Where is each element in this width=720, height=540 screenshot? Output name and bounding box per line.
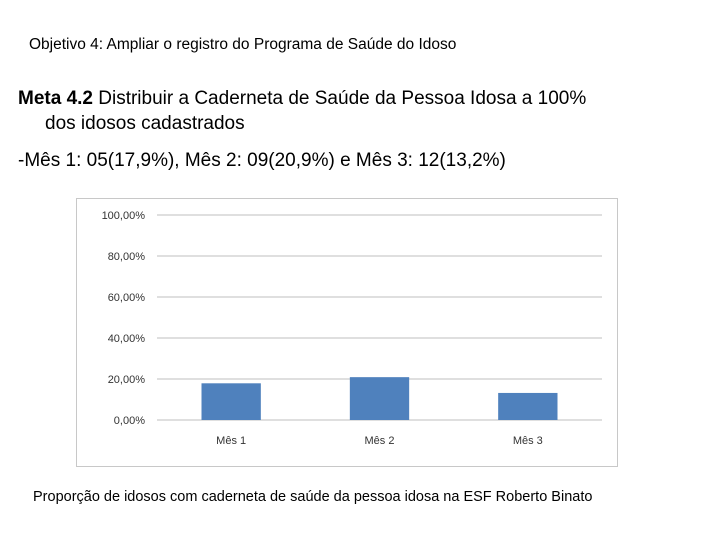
goal-label: Meta 4.2 <box>18 88 93 109</box>
x-tick-label: Mês 2 <box>365 435 395 447</box>
y-tick-label: 0,00% <box>114 415 145 427</box>
y-tick-label: 100,00% <box>102 210 146 222</box>
chart-canvas: 0,00% 20,00% 40,00% 60,00% 80,00% 100,00% Mês … <box>102 210 602 447</box>
goal-text: Meta 4.2 Distribuir a Caderneta de Saúde… <box>18 86 698 136</box>
goal-line-1: Meta 4.2 Distribuir a Caderneta de Saúde… <box>18 86 698 111</box>
goal-line-2: dos idosos cadastrados <box>45 113 245 134</box>
chart-caption: Proporção de idosos com caderneta de saú… <box>33 489 593 505</box>
slide-header: Objetivo 4: Ampliar o registro do Progra… <box>29 36 457 53</box>
x-tick-label: Mês 3 <box>513 435 543 447</box>
bar <box>349 377 410 420</box>
monthly-results: -Mês 1: 05(17,9%), Mês 2: 09(20,9%) e Mê… <box>18 150 506 171</box>
bar <box>498 392 558 420</box>
y-tick-label: 60,00% <box>108 292 146 304</box>
bar-chart: 0,00% 20,00% 40,00% 60,00% 80,00% 100,00% Mês … <box>76 198 618 467</box>
x-tick-label: Mês 1 <box>216 435 246 447</box>
bar <box>201 383 261 420</box>
y-tick-label: 20,00% <box>108 374 146 386</box>
goal-description: Distribuir a Caderneta de Saúde da Pesso… <box>92 88 587 109</box>
y-tick-label: 40,00% <box>108 333 146 345</box>
y-tick-label: 80,00% <box>108 251 146 263</box>
